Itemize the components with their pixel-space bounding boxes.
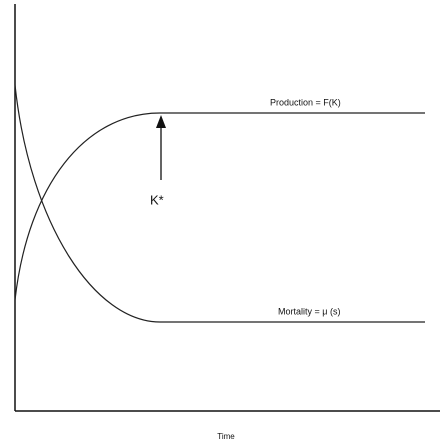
production-curve — [14, 112, 425, 301]
arrow-head — [156, 115, 166, 128]
k-star-label: K* — [150, 192, 164, 207]
mortality-label: Mortality = μ (s) — [278, 306, 340, 316]
x-axis-label: Time — [217, 432, 235, 441]
production-label: Production = F(K) — [270, 97, 341, 107]
mortality-curve — [14, 84, 425, 323]
